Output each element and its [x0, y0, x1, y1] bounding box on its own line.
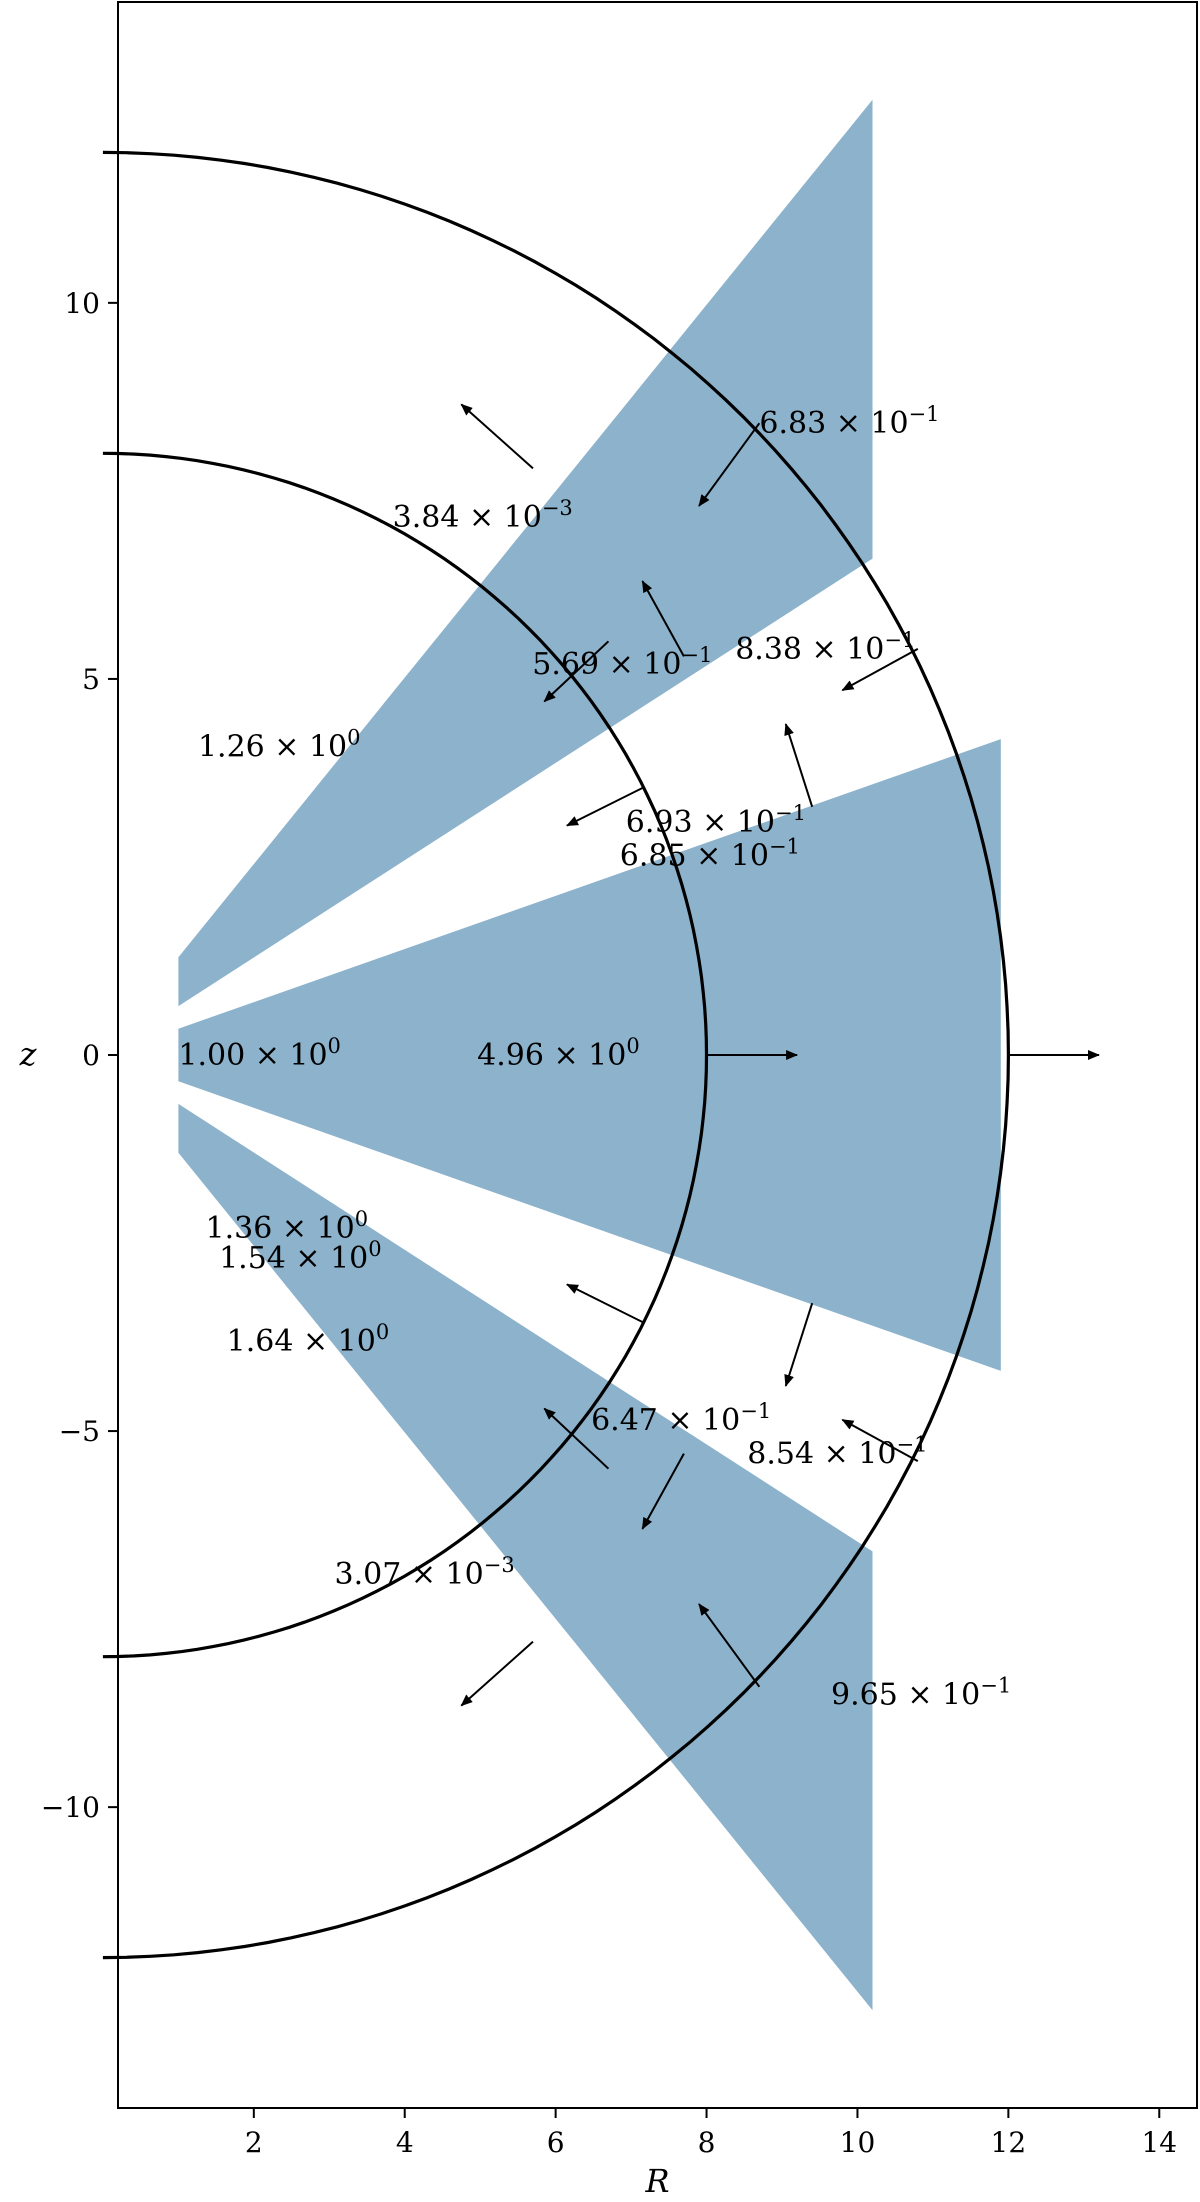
flux-arrow-6	[784, 723, 814, 808]
x-tick-label-8: 8	[698, 2126, 716, 2159]
flux-label-15: 3.07 × 10−3	[335, 1553, 515, 1592]
boundary-arc-r8	[102, 451, 709, 1659]
y-tick-label-0: 0	[82, 1039, 100, 1072]
flux-arrow-16	[698, 1603, 761, 1688]
flux-arrows	[460, 403, 1100, 1707]
shaded-region-2	[178, 739, 1001, 1371]
flux-label-5: 1.26 × 100	[198, 726, 361, 765]
flux-label-11: 1.54 × 100	[219, 1237, 382, 1276]
flux-arrow-12	[543, 1407, 610, 1470]
flux-label-9: 4.96 × 100	[477, 1034, 640, 1073]
y-axis-ticks: −10 −5 0 5 10	[41, 287, 118, 1824]
shaded-region-3	[178, 1103, 873, 2011]
x-tick-label-6: 6	[547, 2126, 565, 2159]
flux-label-4: 8.38 × 10−1	[735, 628, 915, 667]
y-tick-label-10: 10	[64, 287, 100, 320]
flux-arrow-5	[543, 640, 610, 703]
flux-label-16: 9.65 × 10−1	[831, 1673, 1011, 1712]
flux-label-13: 6.47 × 10−1	[591, 1399, 771, 1438]
flux-label-10: 1.36 × 100	[206, 1207, 369, 1246]
flux-arrow-15	[460, 1640, 534, 1707]
x-tick-label-12: 12	[991, 2126, 1027, 2159]
flux-arrow-14	[841, 1418, 919, 1463]
y-tick-label--5: −5	[59, 1415, 100, 1448]
flux-arrow-4	[841, 647, 919, 692]
flux-label-2: 3.84 × 10−3	[393, 496, 573, 535]
x-tick-label-2: 2	[245, 2126, 263, 2159]
x-tick-label-4: 4	[396, 2126, 414, 2159]
shaded-region-1	[178, 99, 873, 1007]
flux-arrow-2	[460, 403, 534, 470]
x-tick-label-14: 14	[1141, 2126, 1177, 2159]
flux-arrow-11	[784, 1302, 814, 1387]
x-axis-label: R	[644, 2162, 669, 2200]
flux-label-12: 1.64 × 100	[227, 1320, 390, 1359]
flux-label-14: 8.54 × 10−1	[747, 1433, 927, 1472]
y-tick-label--10: −10	[41, 1791, 100, 1824]
x-axis-ticks: 2 4 6 8 10 12 14	[245, 2108, 1177, 2159]
y-tick-label-5: 5	[82, 663, 100, 696]
flux-arrow-7	[566, 787, 643, 827]
flux-label-3: 5.69 × 10−1	[532, 643, 712, 682]
flux-arrow-10	[566, 1283, 643, 1323]
flux-label-7: 6.85 × 10−1	[620, 835, 800, 874]
flux-arrow-13	[641, 1453, 685, 1530]
flux-label-6: 6.93 × 10−1	[626, 801, 806, 840]
flux-labels: 6.83 × 10−1 3.84 × 10−3 5.69 × 10−1 8.38 × …	[178, 402, 1011, 1712]
flux-label-8: 1.00 × 100	[178, 1034, 341, 1073]
flux-arrow-1	[698, 422, 761, 507]
y-axis-label: z	[19, 1035, 38, 1073]
flux-label-1: 6.83 × 10−1	[759, 402, 939, 441]
shaded-regions	[178, 99, 1001, 2011]
x-tick-label-10: 10	[840, 2126, 876, 2159]
flux-arrow-3	[641, 580, 685, 657]
